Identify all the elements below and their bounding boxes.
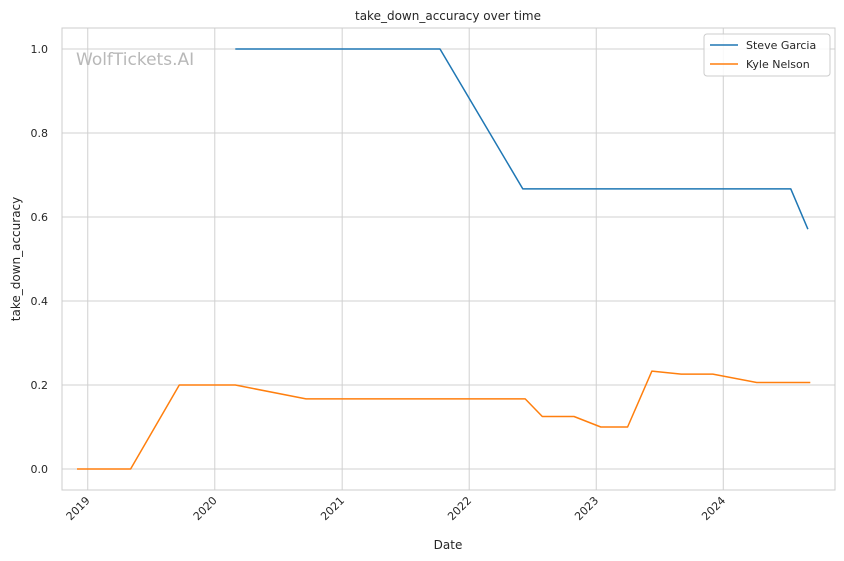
legend-label-kyle-nelson: Kyle Nelson <box>746 58 810 71</box>
y-tick-label: 0.8 <box>31 127 49 140</box>
watermark: WolfTickets.AI <box>76 50 194 70</box>
y-tick-label: 0.0 <box>31 463 49 476</box>
plot-frame <box>61 27 836 491</box>
y-tick-label: 1.0 <box>31 43 49 56</box>
series-line-steve-garcia <box>235 48 809 230</box>
x-axis-title: Date <box>434 538 463 552</box>
y-tick-label: 0.2 <box>31 379 49 392</box>
y-tick-label: 0.4 <box>31 295 49 308</box>
series-lines <box>77 48 811 470</box>
chart-title: take_down_accuracy over time <box>355 9 541 23</box>
plot-area <box>62 28 835 490</box>
series-line-kyle-nelson <box>77 370 811 470</box>
y-tick-label: 0.6 <box>31 211 49 224</box>
y-axis-title: take_down_accuracy <box>9 197 23 321</box>
legend: Steve Garcia Kyle Nelson <box>703 33 831 77</box>
legend-label-steve-garcia: Steve Garcia <box>746 39 816 52</box>
